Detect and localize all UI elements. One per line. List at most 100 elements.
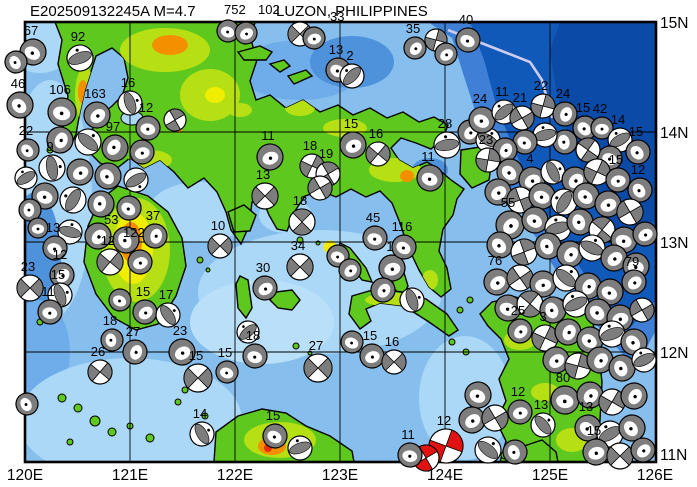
islet — [466, 296, 474, 304]
beachball-label: 16 — [385, 334, 399, 349]
beachball-label: 11 — [421, 149, 435, 164]
focal-mechanism — [6, 91, 34, 119]
focal-mechanism — [362, 225, 388, 251]
focal-mechanism — [46, 126, 74, 154]
beachball-label: 10 — [211, 218, 225, 233]
focal-mechanism — [16, 274, 44, 302]
beachball-label: 23 — [21, 259, 35, 274]
beachball-label: 42 — [593, 101, 607, 116]
islet — [292, 342, 300, 350]
beachball-label: 27 — [309, 338, 323, 353]
focal-mechanism — [47, 97, 77, 127]
focal-mechanism — [397, 442, 423, 468]
focal-mechanism — [458, 406, 486, 434]
beachball-label: 15 — [344, 116, 358, 131]
plot-title-event: E202509132245A M=4.7 — [30, 3, 196, 20]
focal-mechanism — [403, 36, 427, 60]
focal-mechanism — [556, 240, 584, 268]
beachball-label: 9 — [46, 139, 53, 154]
focal-mechanism — [100, 328, 124, 352]
beachball-label: 92 — [71, 29, 85, 44]
focal-mechanism — [582, 438, 610, 466]
focal-mechanism — [66, 44, 94, 72]
focal-mechanism — [135, 115, 161, 141]
beachball-label: 19 — [319, 146, 333, 161]
islet — [89, 415, 101, 427]
beachball-label: 17 — [159, 287, 173, 302]
focal-mechanism — [37, 299, 63, 325]
island-polillo — [236, 45, 274, 61]
focal-mechanism — [502, 439, 528, 465]
beachball-label: 18 — [293, 193, 307, 208]
island-tablas — [235, 275, 253, 320]
beachball-label: 24 — [473, 91, 487, 106]
focal-mechanism — [14, 166, 38, 190]
islet — [448, 338, 456, 346]
beachball-label: 106 — [49, 82, 71, 97]
focal-mechanism — [631, 347, 657, 373]
lon-axis-label: 122E — [217, 467, 253, 484]
overlay-label: 752 — [224, 2, 246, 17]
focal-mechanism — [562, 290, 590, 318]
focal-mechanism — [236, 320, 260, 344]
beachball-label: 18 — [303, 138, 317, 153]
beachball-label: 40 — [459, 12, 473, 27]
beachball-label: 22 — [19, 123, 33, 138]
focal-mechanism — [600, 244, 628, 272]
beachball-label: 97 — [106, 119, 120, 134]
beachball-label: 12 — [101, 233, 115, 248]
focal-mechanism — [183, 363, 213, 393]
beachball-label: 13 — [579, 399, 593, 414]
focal-mechanism — [554, 318, 582, 346]
focal-mechanism — [127, 249, 153, 275]
beachball-label: 27 — [126, 324, 140, 339]
focal-mechanism — [584, 298, 612, 326]
focal-mechanism — [516, 290, 544, 318]
focal-mechanism — [207, 233, 233, 259]
islet — [66, 438, 74, 446]
beachball-label: 55 — [501, 195, 515, 210]
focal-mechanism — [552, 101, 578, 127]
focal-mechanism — [416, 164, 444, 192]
focal-mechanism — [38, 154, 66, 182]
lat-axis-label: 12N — [660, 345, 688, 362]
focal-mechanism — [339, 131, 367, 159]
beachball-label: 15 — [587, 423, 601, 438]
axis-label-layer: 120E 121E 122E 123E 124E 125E 126E 15N 14N 13N 12N… — [7, 15, 689, 484]
focal-mechanism — [87, 190, 115, 218]
focal-mechanism-layer — [4, 19, 658, 472]
focal-mechanism — [598, 320, 626, 348]
focal-mechanism — [359, 343, 385, 369]
focal-mechanism — [625, 139, 651, 165]
focal-mechanism — [84, 222, 112, 250]
beachball-label: 12 — [511, 384, 525, 399]
overlay-label: 122 — [123, 225, 145, 240]
island-sibuyan — [269, 289, 301, 311]
beachball-label: 3 — [539, 309, 546, 324]
focal-mechanism — [16, 138, 40, 162]
islet — [57, 393, 67, 403]
islet — [196, 256, 204, 264]
beachball-label: 11 — [261, 128, 275, 143]
focal-mechanism — [632, 221, 658, 247]
beachball-label: 13 — [46, 220, 60, 235]
focal-mechanism — [620, 382, 648, 410]
beachball-label: 45 — [366, 210, 380, 225]
beachball-label: 15 — [218, 345, 232, 360]
focal-mechanism — [112, 226, 140, 254]
focal-mechanism — [378, 254, 406, 282]
beachball-label: 15 — [189, 348, 203, 363]
beachball-label: 13 — [329, 42, 343, 57]
lat-axis-label: 14N — [660, 125, 688, 142]
focal-mechanism — [627, 177, 653, 203]
focal-mechanism — [155, 302, 181, 328]
beachball-label: 11 — [495, 84, 509, 99]
beachball-label: 22 — [534, 78, 548, 93]
focal-mechanism — [572, 115, 598, 141]
focal-mechanism — [66, 158, 94, 186]
focal-mechanism — [163, 108, 187, 132]
focal-mechanism — [4, 50, 28, 74]
beachball-label: 79 — [625, 254, 639, 269]
focal-mechanism — [252, 275, 278, 301]
